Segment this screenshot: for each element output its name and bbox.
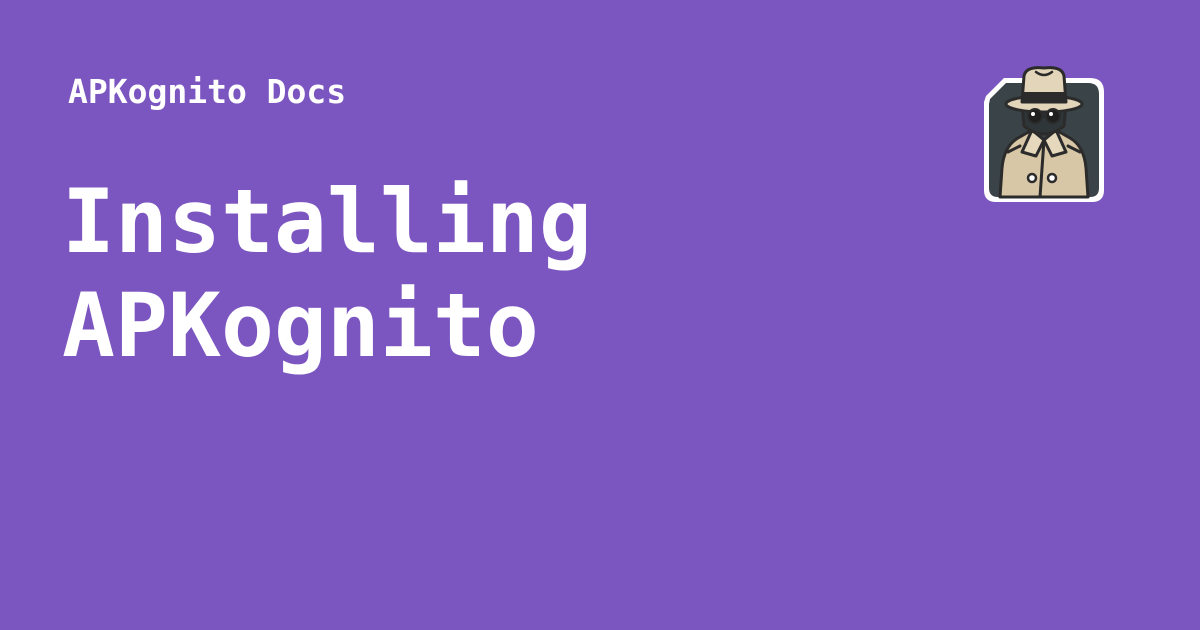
site-name: APKognito Docs — [68, 72, 347, 111]
page-title-line-1: Installing — [62, 170, 592, 273]
spy-detective-icon — [984, 66, 1104, 202]
page-title: Installing APKognito — [62, 170, 882, 378]
page-title-line-2: APKognito — [62, 274, 539, 377]
